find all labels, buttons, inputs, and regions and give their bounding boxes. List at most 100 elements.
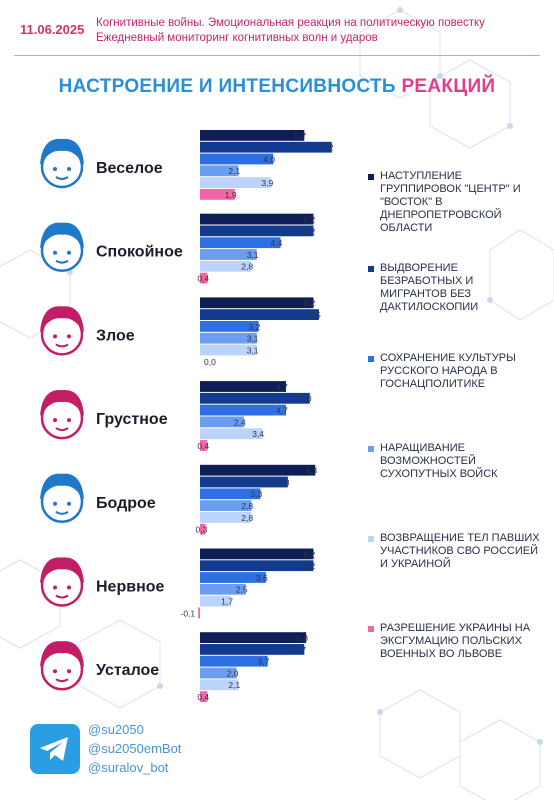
report-date: 11.06.2025 xyxy=(20,22,85,37)
face-mouth xyxy=(55,594,69,599)
bar-value-label: 3,1 xyxy=(247,334,259,344)
telegram-icon xyxy=(30,724,80,774)
calm-face-icon xyxy=(40,222,84,272)
chart-bar xyxy=(200,332,257,344)
bar-value-label: 0,3 xyxy=(195,525,207,535)
chart-bar xyxy=(200,523,206,535)
chart-bar xyxy=(200,464,316,476)
chart-bar xyxy=(200,381,287,392)
bar-value-label: 3,1 xyxy=(247,250,259,260)
chart-bar xyxy=(200,165,239,177)
bar-value-label: 2,8 xyxy=(241,262,253,272)
category-label: Нервное xyxy=(96,579,165,596)
face-mouth xyxy=(55,259,69,264)
face-eye-right xyxy=(67,250,71,255)
bar-value-label: 3,1 xyxy=(247,345,259,355)
chart-bar xyxy=(200,225,314,237)
legend-label: ВЫДВОРЕНИЕ БЕЗРАБОТНЫХ И МИГРАНТОВ БЕЗ Д… xyxy=(380,262,479,313)
category-group: Спокойное 6,26,2 4,4 3,1 2,8 0,4 xyxy=(40,213,316,284)
category-label: Спокойное xyxy=(96,244,183,261)
chart-bar xyxy=(200,691,208,702)
bar-value-label: 3,7 xyxy=(258,657,270,667)
category-group: Бодрое 6,3 4,8 3,3 2,8 2,8 0,3 xyxy=(40,464,317,535)
chart-bar xyxy=(200,141,332,153)
face-mouth xyxy=(55,427,69,432)
bar-value-label: 6,5 xyxy=(309,310,321,320)
face-hair xyxy=(40,641,84,668)
chart-bar xyxy=(200,321,259,332)
bar-value-label: 0,0 xyxy=(204,357,216,367)
chart-bar xyxy=(200,512,252,523)
chart-bar xyxy=(200,428,263,440)
face-eye-right xyxy=(67,334,71,339)
bar-value-label: 4,7 xyxy=(276,406,288,416)
bar-value-label: 3,9 xyxy=(261,178,273,188)
bar-value-label: 6,2 xyxy=(303,226,315,236)
bar-value-label: 6,3 xyxy=(305,466,317,476)
category-label: Веселое xyxy=(96,160,163,177)
bar-value-label: 0,4 xyxy=(197,441,209,451)
bar-value-label: 2,4 xyxy=(234,417,246,427)
chart-bar xyxy=(200,297,314,309)
face-eye-left xyxy=(53,250,57,255)
happy-face-icon xyxy=(40,138,84,189)
bar-value-label: 6,2 xyxy=(303,215,315,225)
chart-bar xyxy=(200,392,310,404)
header-subtitle: Когнитивные войны. Эмоциональная реакция… xyxy=(96,16,485,46)
legend-swatch xyxy=(368,626,374,632)
bar-value-label: -0,1 xyxy=(181,608,196,618)
chart-bar xyxy=(200,488,261,500)
handle-su2050embot[interactable]: @su2050emBot xyxy=(88,741,182,756)
legend-swatch xyxy=(368,446,374,452)
bar-value-label: 4,8 xyxy=(278,477,290,487)
bar-value-label: 2,5 xyxy=(236,585,248,595)
chart-bar xyxy=(200,416,244,428)
face-hair xyxy=(40,389,84,417)
bar-value-label: 3,2 xyxy=(249,322,261,332)
bar-value-label: 5,8 xyxy=(296,633,308,643)
bar-value-label: 2,8 xyxy=(241,513,253,523)
chart-bar xyxy=(200,177,272,188)
chart-bar xyxy=(200,560,314,572)
face-mouth xyxy=(55,678,69,683)
handle-su2050[interactable]: @su2050 xyxy=(88,722,144,737)
legend-swatch xyxy=(368,266,374,272)
social-handles: @su2050 @su2050emBot @suralov_bot xyxy=(88,720,181,777)
bar-value-label: 2,0 xyxy=(227,668,239,678)
bar-value-label: 0,4 xyxy=(197,692,209,702)
bar-value-label: 0,4 xyxy=(197,274,209,284)
face-eye-left xyxy=(53,501,57,506)
face-mouth xyxy=(55,510,69,515)
chart-bar xyxy=(200,249,257,260)
bar-value-label: 3,3 xyxy=(250,489,262,499)
bar-value-label: 5,7 xyxy=(294,645,306,655)
category-group: Злое 6,2 6,5 3,2 3,13,1 0,0 xyxy=(40,297,321,367)
face-hair xyxy=(40,557,84,584)
bar-value-label: 2,1 xyxy=(228,680,240,690)
face-eye-left xyxy=(53,585,57,590)
face-eye-left xyxy=(53,669,57,674)
legend-swatch xyxy=(368,536,374,542)
bar-value-label: 2,1 xyxy=(228,166,240,176)
bar-value-label: 4,4 xyxy=(271,238,283,248)
chart-bar xyxy=(200,404,287,416)
chart-bar xyxy=(200,344,257,356)
category-group: Грустное 4,7 6,0 4,7 2,4 3,4 0,4 xyxy=(40,381,312,451)
bar-value-label: 1,7 xyxy=(221,597,233,607)
bar-value-label: 4,0 xyxy=(263,154,275,164)
legend-label: РАЗРЕШЕНИЕ УКРАИНЫ НА ЭКСГУМАЦИЮ ПОЛЬСКИ… xyxy=(380,622,531,660)
category-group: Веселое 5,7 7,2 4,0 2,1 3,9 1,9 xyxy=(40,130,334,200)
chart-bar xyxy=(200,595,232,607)
bar-value-label: 4,7 xyxy=(276,382,288,392)
legend-label: НАРАЩИВАНИЕ ВОЗМОЖНОСТЕЙ СУХОПУТНЫХ ВОЙС… xyxy=(380,442,498,480)
legend-swatch xyxy=(368,356,374,362)
face-eye-right xyxy=(67,585,71,590)
chart-bar xyxy=(200,679,239,691)
chart-bar xyxy=(200,476,288,488)
chart-bar xyxy=(200,237,281,249)
tired-face-icon xyxy=(40,641,84,691)
face-eye-right xyxy=(67,167,71,171)
category-group: Усталое 5,8 5,7 3,7 2,0 2,1 0,4 xyxy=(40,632,308,702)
face-eye-left xyxy=(53,334,57,339)
handle-suralov-bot[interactable]: @suralov_bot xyxy=(88,760,169,775)
